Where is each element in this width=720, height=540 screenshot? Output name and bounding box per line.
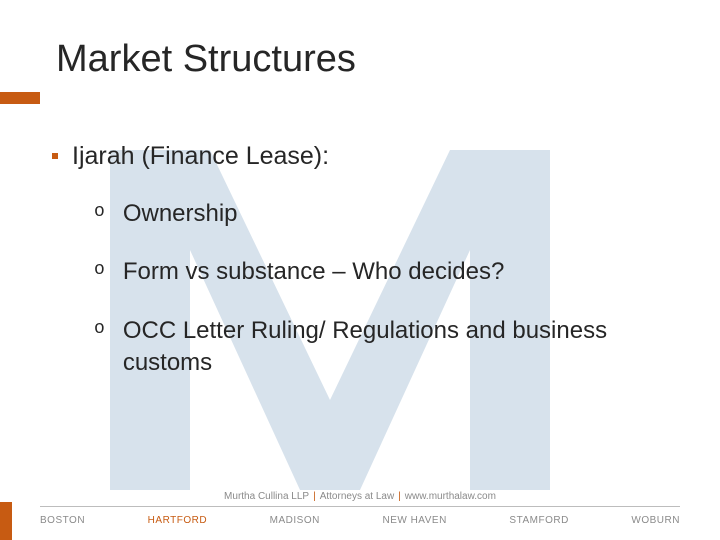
footer-accent-bar <box>0 502 12 540</box>
sub-text: OCC Letter Ruling/ Regulations and busin… <box>123 315 680 380</box>
footer-cities: BOSTON HARTFORD MADISON NEW HAVEN STAMFORD WO… <box>0 507 720 540</box>
footer-city: BOSTON <box>40 515 85 526</box>
sub-item: o OCC Letter Ruling/ Regulations and busi… <box>94 315 680 380</box>
footer-city: MADISON <box>270 515 320 526</box>
footer-tagline: Murtha Cullina LLP | Attorneys at Law | www.… <box>0 491 720 506</box>
sub-marker: o <box>94 319 105 339</box>
footer: Murtha Cullina LLP | Attorneys at Law | www.… <box>0 491 720 540</box>
sub-marker: o <box>94 260 105 280</box>
footer-city: NEW HAVEN <box>382 515 446 526</box>
sub-text: Ownership <box>123 198 238 230</box>
tagline-separator: | <box>313 491 316 502</box>
sub-marker: o <box>94 202 105 222</box>
bullet-item: Ijarah (Finance Lease): <box>52 140 680 174</box>
tagline-part: Attorneys at Law <box>320 491 394 502</box>
sub-item: o Ownership <box>94 198 680 230</box>
footer-city: HARTFORD <box>148 515 207 526</box>
footer-city: STAMFORD <box>509 515 568 526</box>
tagline-part: www.murthalaw.com <box>405 491 496 502</box>
bullet-marker <box>52 153 58 159</box>
bullet-text: Ijarah (Finance Lease): <box>72 140 329 174</box>
sub-item: o Form vs substance – Who decides? <box>94 256 680 288</box>
title-accent-bar <box>0 92 40 104</box>
footer-city: WOBURN <box>631 515 680 526</box>
tagline-part: Murtha Cullina LLP <box>224 491 309 502</box>
slide: Market Structures Ijarah (Finance Lease)… <box>0 0 720 540</box>
sub-list: o Ownership o Form vs substance – Who decid… <box>94 198 680 380</box>
content-area: Ijarah (Finance Lease): o Ownership o Form … <box>52 140 680 405</box>
tagline-separator: | <box>398 491 401 502</box>
slide-title: Market Structures <box>56 38 356 81</box>
sub-text: Form vs substance – Who decides? <box>123 256 505 288</box>
